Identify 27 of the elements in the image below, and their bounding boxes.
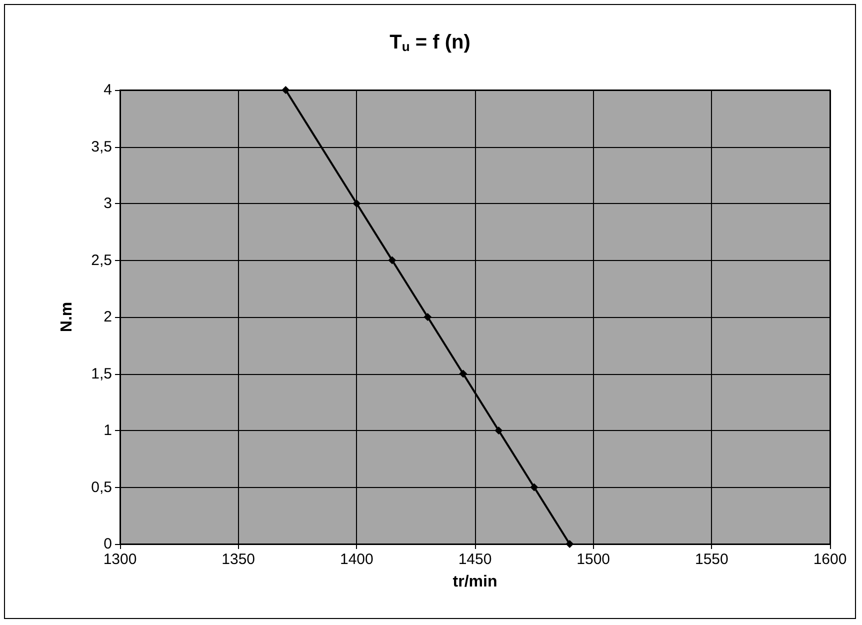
y-tick-label: 2 (104, 308, 112, 326)
y-tick-label: 3,5 (91, 138, 112, 156)
y-tick-label: 1 (104, 422, 112, 439)
point (494, 426, 503, 434)
y-axis-title: N.m (58, 302, 76, 332)
chart-title: Tu = f (n) (390, 32, 470, 54)
point (566, 540, 574, 548)
point (388, 256, 396, 264)
x-tick-label: 1600 (813, 551, 847, 568)
y-tick-label: 4 (104, 82, 112, 98)
point (424, 313, 432, 321)
x-tick-label: 1350 (222, 551, 256, 568)
y-tick-label: 3 (104, 195, 112, 212)
x-axis-title: tr/min (452, 574, 498, 590)
x-tick-label: 1550 (694, 551, 728, 568)
point (530, 483, 538, 492)
point (459, 370, 468, 378)
point (352, 200, 361, 208)
point (282, 86, 290, 94)
y-tick-label: 0,5 (91, 478, 112, 496)
x-tick-label: 1450 (458, 551, 492, 568)
x-tick-label: 1500 (576, 551, 610, 568)
x-tick-label: 1400 (340, 551, 374, 568)
x-tick-label: 1300 (103, 551, 137, 568)
y-tick-label: 1,5 (91, 365, 112, 382)
y-tick-label: 2,5 (91, 252, 112, 269)
y-tick-label: 0 (104, 536, 112, 552)
